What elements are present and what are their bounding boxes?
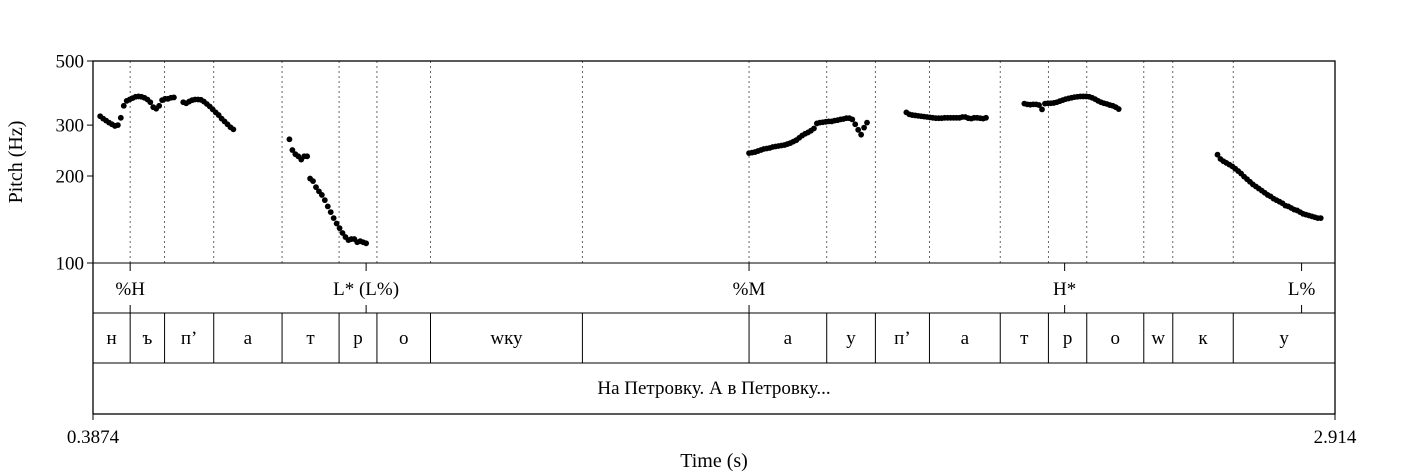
pitch-point [289,147,296,153]
segment-label: н [106,328,116,349]
segment-label: т [1020,328,1029,349]
segment-label: а [784,328,793,349]
segment-label: у [1279,328,1289,349]
pitch-point [363,240,370,247]
pitch-point [324,203,331,210]
pitch-point [117,114,124,121]
pitch-point [1317,215,1324,222]
segment-label: у [846,328,856,349]
pitch-point [1036,102,1042,108]
y-axis-ticks: 500 300 200 100 [56,52,93,275]
pitch-point [1115,106,1122,112]
pitch-point [861,124,867,131]
segment-label: п’ [181,328,198,349]
tone-label: L% [1288,279,1316,300]
pitch-point [858,131,865,138]
pitch-point [852,121,859,128]
segment-label: о [1111,328,1121,349]
segment-label: ъ [142,328,152,349]
pitch-point [333,220,340,227]
tone-label: H* [1053,279,1076,300]
x-axis: 0.3874 2.914 [67,414,1357,448]
sentence-label: На Петровку. А в Петровку... [597,378,830,399]
pitch-point [230,126,237,133]
segment-label: р [353,328,363,349]
segment-label: а [244,328,253,349]
pitch-point [321,197,328,204]
pitch-point [336,225,343,232]
y-axis-label: Pitch (Hz) [5,121,27,204]
segment-label: р [1063,328,1073,349]
tone-label: %H [115,279,145,300]
pitch-point [339,230,346,236]
pitch-point [286,136,293,143]
y-tick-label: 300 [56,116,85,137]
pitch-point [327,209,334,216]
pitch-point [855,126,862,133]
y-tick-label: 100 [56,254,85,275]
segment-label: wку [490,328,523,349]
pitch-point [811,125,817,132]
pitch-point [1039,106,1045,113]
segment-label: т [306,328,315,349]
pitch-point [114,122,121,129]
pitch-panel-frame [92,60,1336,415]
y-tick-label: 500 [56,52,85,73]
pitch-point [156,102,163,109]
segment-label: а [961,328,970,349]
pitch-point [171,94,177,101]
y-tick-label: 200 [56,167,85,188]
tone-tier: %H L* (L%) %M H* L% [115,263,1315,313]
x-tick-label-end: 2.914 [1314,427,1357,448]
segment-label: w [1151,328,1165,349]
pitch-point [1214,151,1221,158]
pitch-points [97,93,1324,247]
segment-label: к [1198,328,1208,349]
tone-label: %M [733,279,766,300]
pitch-point [147,99,154,106]
tone-label: L* (L%) [333,279,399,300]
pitch-point [864,119,870,126]
pitch-point [330,215,337,222]
pitch-point [120,102,127,109]
pitch-point [849,116,856,123]
x-tick-label-start: 0.3874 [67,427,120,448]
pitch-point [983,114,989,121]
pitch-point [304,153,311,160]
pitch-point [313,184,319,191]
pitch-point [310,178,316,185]
segment-label: п’ [894,328,911,349]
x-axis-label: Time (s) [680,450,748,472]
segment-label: о [399,328,409,349]
interval-boundaries [129,61,1234,263]
plot-frame [92,60,1336,415]
pitch-point [318,192,325,198]
segment-tier: н ъ п’ а т р о wку а у п’ а т р о w к у [106,313,1289,363]
